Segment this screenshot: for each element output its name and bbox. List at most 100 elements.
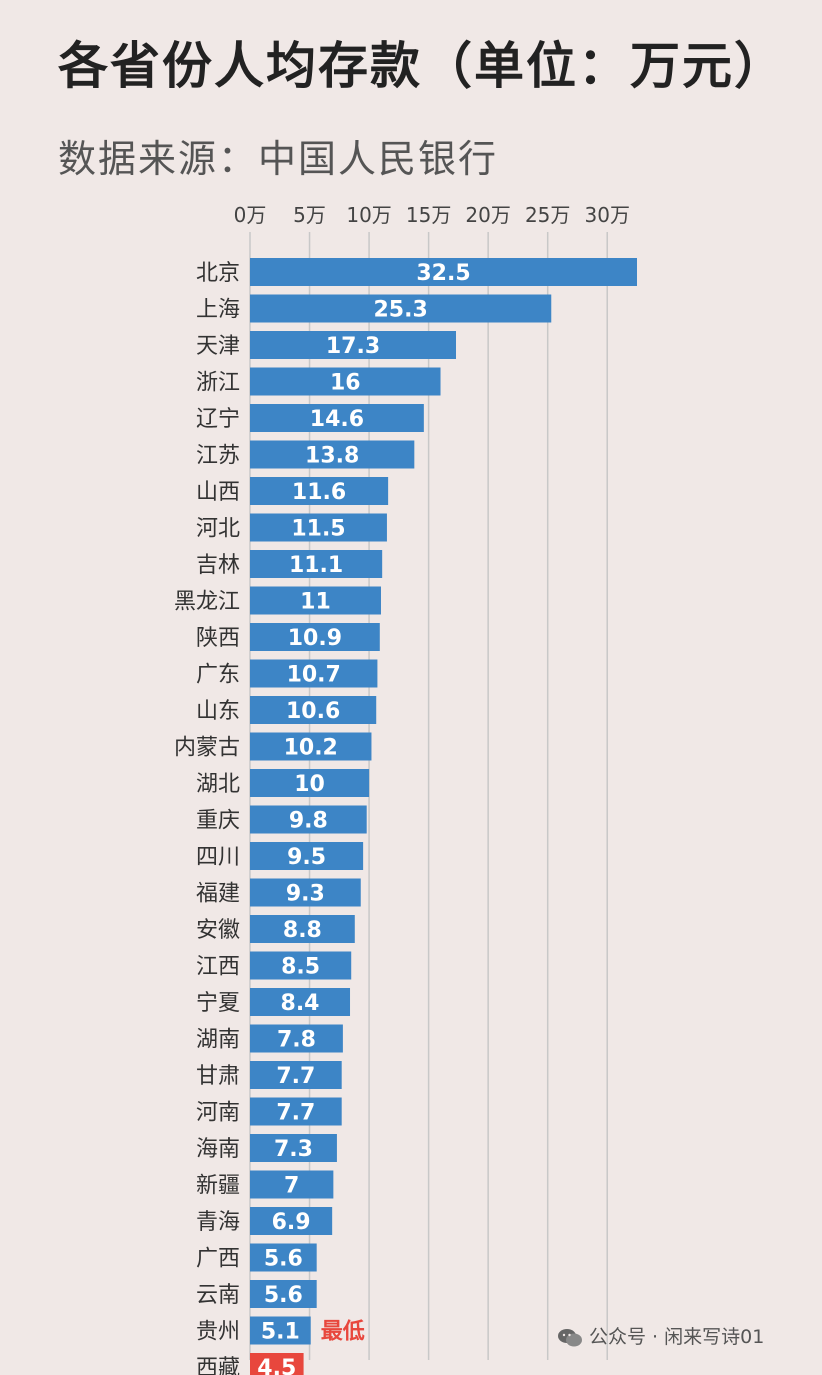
bar: [250, 1061, 342, 1089]
bar: [250, 1134, 337, 1162]
bar: [250, 1280, 317, 1308]
bar: [250, 842, 364, 870]
bar: [250, 404, 424, 432]
data-label: 7.7: [276, 1101, 315, 1126]
data-label: 16: [330, 371, 361, 396]
category-label: 青海: [196, 1210, 240, 1235]
bar: [250, 1353, 304, 1375]
data-label: 7.3: [274, 1137, 313, 1162]
category-label: 湖北: [196, 772, 240, 797]
category-label: 内蒙古: [174, 736, 240, 761]
data-label: 10.7: [287, 663, 341, 688]
category-label: 四川: [196, 845, 240, 870]
wechat-icon: [558, 1328, 582, 1346]
category-label: 江苏: [196, 444, 240, 469]
category-label: 上海: [196, 298, 240, 323]
bar: [250, 732, 372, 761]
data-label: 8.4: [281, 991, 320, 1016]
data-label: 5.6: [264, 1247, 303, 1272]
chart-title: 各省份人均存款（单位：万元）: [58, 37, 786, 95]
x-tick-label: 5万: [293, 203, 326, 227]
data-label: 8.8: [283, 918, 322, 943]
category-label: 贵州: [196, 1320, 240, 1345]
data-label: 32.5: [416, 261, 470, 286]
data-label: 11.1: [289, 553, 343, 578]
chart-subtitle: 数据来源：中国人民银行: [58, 137, 499, 181]
data-label: 9.3: [286, 882, 325, 907]
category-label: 安徽: [196, 918, 240, 943]
data-label: 11.6: [292, 480, 346, 505]
x-tick-label: 10万: [346, 203, 391, 227]
bar: [250, 1316, 311, 1345]
bar: [250, 623, 380, 651]
x-tick-label: 30万: [585, 203, 630, 227]
category-label: 甘肃: [196, 1064, 240, 1089]
bar: [250, 294, 552, 323]
watermark-text: 公众号 · 闲来写诗01: [589, 1326, 765, 1348]
category-label: 宁夏: [196, 991, 240, 1016]
category-label: 北京: [196, 261, 240, 286]
category-label: 吉林: [196, 553, 240, 578]
bar: [250, 988, 351, 1016]
data-label: 5.1: [261, 1320, 300, 1345]
x-tick-label: 25万: [525, 203, 570, 227]
data-label: 10: [294, 772, 325, 797]
data-label: 10.6: [286, 699, 340, 724]
x-tick-label: 15万: [406, 203, 451, 227]
data-label: 8.5: [281, 955, 320, 980]
data-label: 13.8: [305, 444, 359, 469]
bar: [250, 696, 377, 724]
bar: [250, 1024, 343, 1053]
category-label: 山东: [196, 699, 240, 724]
category-label: 广东: [196, 663, 240, 688]
bar: [250, 878, 361, 907]
data-label: 25.3: [373, 298, 427, 323]
bar: [250, 915, 355, 943]
bar: [250, 477, 389, 505]
category-label: 福建: [196, 882, 240, 907]
category-label: 陕西: [196, 626, 240, 651]
data-label: 7: [284, 1174, 299, 1199]
category-label: 重庆: [196, 809, 240, 834]
bar: [250, 1207, 333, 1235]
bar: [250, 1243, 317, 1272]
category-label: 河南: [196, 1101, 240, 1126]
category-label: 河北: [196, 517, 240, 542]
category-label: 西藏: [196, 1356, 240, 1375]
data-label: 9.5: [287, 845, 326, 870]
x-tick-label: 0万: [234, 203, 267, 227]
annotation-label: 最低: [321, 1320, 365, 1345]
data-label: 4.5: [257, 1356, 296, 1375]
data-label: 11.5: [291, 517, 345, 542]
watermark: 公众号 · 闲来写诗01: [557, 1322, 764, 1349]
category-label: 江西: [196, 955, 240, 980]
category-label: 辽宁: [196, 407, 240, 432]
data-label: 9.8: [289, 809, 328, 834]
data-label: 5.6: [264, 1283, 303, 1308]
bar: [250, 258, 637, 286]
bar: [250, 367, 441, 396]
category-label: 广西: [196, 1247, 240, 1272]
x-tick-label: 20万: [465, 203, 510, 227]
category-label: 天津: [196, 334, 240, 359]
data-label: 10.9: [288, 626, 342, 651]
data-label: 7.8: [277, 1028, 316, 1053]
bar: [250, 1097, 342, 1126]
bar: [250, 513, 387, 542]
bar: [250, 331, 457, 359]
data-label: 14.6: [310, 407, 364, 432]
data-label: 17.3: [326, 334, 380, 359]
category-label: 山西: [196, 480, 240, 505]
bar: [250, 550, 383, 578]
category-label: 云南: [196, 1283, 240, 1308]
category-label: 浙江: [196, 371, 240, 396]
category-label: 海南: [196, 1137, 240, 1162]
bar: [250, 1170, 334, 1199]
data-label: 10.2: [284, 736, 338, 761]
category-label: 湖南: [196, 1028, 240, 1053]
data-label: 11: [300, 590, 331, 615]
bar: [250, 586, 381, 615]
category-label: 新疆: [196, 1174, 240, 1199]
bar: [250, 951, 352, 980]
